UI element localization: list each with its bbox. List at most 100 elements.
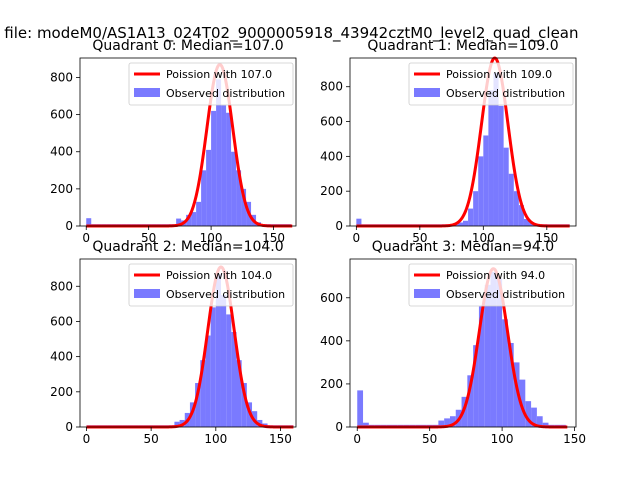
- hist-bar: [484, 284, 491, 427]
- y-tick-label: 0: [335, 420, 343, 434]
- y-tick-label: 200: [50, 385, 73, 399]
- hist-bar: [463, 220, 469, 226]
- hist-bar: [226, 314, 232, 427]
- hist-bar: [220, 295, 227, 427]
- hist-bar: [508, 173, 514, 226]
- hist-bar: [216, 79, 222, 226]
- x-tick-label: 100: [200, 231, 223, 245]
- hist-bar: [206, 149, 212, 226]
- hist-bar: [507, 343, 514, 427]
- x-tick-label: 50: [412, 231, 427, 245]
- hist-bar: [211, 110, 217, 226]
- hist-bar: [498, 105, 504, 226]
- panel-title: Quadrant 0: Median=107.0: [92, 38, 283, 54]
- panel-title: Quadrant 2: Median=104.0: [92, 239, 283, 255]
- hist-bar: [357, 390, 364, 427]
- hist-bar: [221, 105, 227, 226]
- plot-frame: [349, 258, 577, 428]
- hist-bar: [210, 307, 216, 427]
- hist-bar: [449, 416, 456, 427]
- hist-bar: [513, 191, 519, 226]
- hist-bar: [186, 214, 192, 226]
- hist-bar: [536, 416, 543, 427]
- hist-bar: [503, 147, 509, 226]
- y-tick-label: 600: [50, 108, 73, 122]
- y-tick-label: 0: [65, 219, 73, 233]
- x-tick-label: 0: [83, 432, 91, 446]
- legend-label: Observed distribution: [446, 87, 565, 100]
- y-tick-label: 800: [50, 70, 73, 84]
- hist-bar: [236, 170, 242, 226]
- y-tick-label: 200: [50, 182, 73, 196]
- legend-label: Observed distribution: [166, 288, 285, 301]
- panel-title: Quadrant 1: Median=109.0: [367, 38, 558, 54]
- legend-label: Observed distribution: [446, 288, 565, 301]
- plot-frame: [79, 258, 297, 428]
- y-tick-label: 400: [50, 145, 73, 159]
- hist-bar: [356, 218, 362, 226]
- legend-box: [408, 263, 574, 307]
- legend-patch-swatch: [134, 289, 160, 298]
- x-tick-label: 50: [143, 432, 158, 446]
- figure-suptitle: n file: modeM0/AS1A13_024T02_9000005918_…: [0, 24, 579, 43]
- hist-bar: [518, 205, 524, 226]
- x-tick-label: 100: [472, 231, 495, 245]
- hist-bar: [542, 422, 549, 427]
- hist-bar: [473, 345, 479, 427]
- hist-bar: [215, 273, 221, 427]
- hist-bar: [205, 335, 211, 427]
- y-tick-label: 0: [65, 420, 73, 434]
- panel-quadrant-3: Quadrant 3: Median=94.0 0 50 100 150 0 200 400 6…: [320, 239, 586, 446]
- hist-bar: [226, 112, 232, 226]
- hist-bar: [191, 212, 197, 226]
- legend-label: Poission with 107.0: [166, 68, 272, 81]
- legend-box: [128, 263, 294, 307]
- y-tick-label: 200: [320, 377, 343, 391]
- legend-label: Observed distribution: [166, 87, 285, 100]
- hist-bar: [241, 188, 247, 226]
- hist-bar: [523, 219, 530, 226]
- hist-bar: [236, 360, 242, 427]
- y-tick-label: 800: [50, 279, 73, 293]
- panel-quadrant-0: Quadrant 0: Median=107.0 0 50 100 150 0 200 400…: [50, 38, 297, 245]
- hist-bar: [174, 421, 180, 427]
- hist-bar: [493, 72, 499, 226]
- y-tick-label: 400: [320, 149, 343, 163]
- legend-patch-swatch: [134, 88, 160, 97]
- x-tick-label: 150: [262, 231, 285, 245]
- hist-bar: [176, 218, 182, 226]
- hist-bar: [231, 151, 237, 226]
- hist-bar: [201, 170, 207, 226]
- legend-patch-swatch: [414, 289, 440, 298]
- hist-bar: [467, 375, 474, 427]
- hist-bar: [200, 360, 206, 427]
- hist-bar: [444, 418, 450, 427]
- hist-bar: [478, 156, 484, 226]
- hist-bar: [231, 332, 237, 427]
- legend-label: Poission with 109.0: [446, 68, 552, 81]
- hist-bar: [196, 201, 202, 226]
- plot-frame: [79, 57, 297, 227]
- x-tick-label: 0: [82, 231, 90, 245]
- hist-bar: [519, 379, 526, 427]
- x-tick-label: 100: [204, 432, 227, 446]
- legend-label: Poission with 104.0: [166, 269, 272, 282]
- hist-bar: [86, 218, 92, 226]
- hist-bar: [502, 319, 508, 427]
- hist-bar: [473, 191, 479, 226]
- x-tick-label: 50: [422, 432, 437, 446]
- legend-box: [128, 62, 294, 106]
- y-tick-label: 0: [335, 219, 343, 233]
- hist-bar: [488, 90, 494, 227]
- y-tick-label: 200: [320, 184, 343, 198]
- hist-bar: [241, 383, 247, 427]
- hist-bar: [513, 362, 520, 427]
- y-tick-label: 600: [320, 115, 343, 129]
- hist-bar: [531, 407, 537, 427]
- legend-label: Poission with 94.0: [446, 269, 545, 282]
- plot-frame: [349, 57, 577, 227]
- hist-bar: [438, 420, 445, 427]
- x-tick-label: 150: [269, 432, 292, 446]
- x-tick-label: 0: [353, 432, 361, 446]
